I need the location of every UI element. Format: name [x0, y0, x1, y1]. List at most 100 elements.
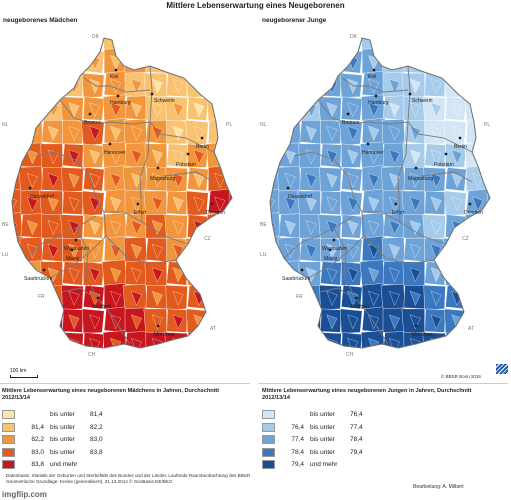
- girls-city-marker: [114, 68, 118, 72]
- girls-district: [12, 102, 17, 118]
- boys-district: [284, 149, 296, 165]
- girls-district: [131, 243, 142, 259]
- girls-districts: [12, 32, 245, 348]
- girls-district: [12, 267, 17, 283]
- boys-district: [445, 261, 467, 286]
- girls-district: [122, 48, 148, 76]
- boys-district: [451, 267, 463, 283]
- boys-district: [451, 55, 463, 70]
- boys-district: [486, 307, 490, 333]
- boys-district: [305, 338, 317, 348]
- girls-district: [193, 38, 205, 47]
- girls-district: [165, 49, 188, 75]
- boys-district: [472, 78, 484, 94]
- girls-district: [110, 290, 122, 306]
- girls-district: [131, 173, 142, 188]
- boys-district: [430, 314, 442, 330]
- girls-district: [208, 235, 232, 262]
- boys-district: [430, 55, 442, 70]
- girls-city-label: München: [154, 332, 175, 338]
- girls-legend-swatch: [2, 410, 15, 419]
- boys-district: [486, 95, 490, 121]
- boys-district: [270, 267, 275, 283]
- boys-district: [284, 338, 296, 348]
- girls-district: [68, 125, 80, 141]
- boys-district: [466, 283, 490, 310]
- girls-state-border: [105, 235, 177, 265]
- divider-left: [0, 383, 250, 384]
- boys-district: [284, 102, 296, 118]
- girls-district: [26, 290, 38, 306]
- girls-district: [89, 173, 101, 188]
- girls-district: [235, 268, 245, 282]
- girls-city-marker: [28, 186, 32, 190]
- boys-district: [297, 308, 321, 335]
- boys-district: [299, 285, 321, 310]
- girls-legend-swatch: [2, 435, 15, 444]
- girls-district: [110, 196, 122, 212]
- boys-district: [270, 188, 282, 215]
- boys-city-label: Berlin: [454, 144, 467, 150]
- boys-district: [305, 314, 317, 330]
- girls-legend-swatch: [2, 460, 15, 469]
- boys-city-marker: [414, 324, 418, 328]
- girls-district: [131, 290, 142, 306]
- boys-legend-hi: 78,4: [350, 436, 363, 443]
- girls-district: [151, 196, 163, 212]
- boys-city-marker: [366, 142, 370, 146]
- girls-city-marker: [42, 268, 46, 272]
- girls-legend-hi: 81,4: [90, 411, 103, 418]
- girls-legend-swatch: [2, 447, 15, 457]
- girls-district: [228, 38, 232, 50]
- girls-district: [235, 32, 245, 46]
- girls-district: [172, 290, 184, 306]
- boys-district: [430, 78, 442, 94]
- boys-district: [451, 173, 463, 188]
- girls-district: [12, 141, 24, 170]
- boys-district: [389, 196, 400, 212]
- girls-district: [47, 267, 59, 283]
- girls-city-marker: [156, 324, 160, 328]
- boys-district: [368, 290, 380, 306]
- girls-district: [18, 48, 43, 76]
- boys-city-label: Stuttgart: [350, 304, 370, 310]
- girls-district: [12, 70, 24, 97]
- girls-district: [47, 314, 59, 330]
- boys-district: [305, 220, 317, 235]
- girls-district: [193, 196, 205, 212]
- girls-state-border: [25, 215, 97, 259]
- boys-district: [472, 173, 484, 188]
- boys-district: [409, 125, 421, 141]
- girls-state-border: [59, 99, 151, 125]
- girls-legend-lo: 81,4: [31, 423, 44, 431]
- boys-district: [430, 290, 442, 306]
- boys-district: [409, 78, 421, 94]
- boys-legend-swatch: [262, 410, 275, 419]
- watermark: imgflip.com: [2, 490, 47, 499]
- boys-district: [270, 125, 275, 141]
- girls-neighbor-label: LU: [2, 252, 9, 258]
- boys-state-border: [407, 65, 473, 153]
- girls-city-marker: [88, 112, 92, 116]
- girls-district: [47, 149, 59, 165]
- girls-city-label: Erfurt: [134, 210, 147, 216]
- girls-neighbor-label: PL: [226, 122, 232, 128]
- boys-district: [305, 173, 317, 188]
- boys-district: [472, 55, 484, 70]
- boys-district: [305, 243, 317, 259]
- boys-city-label: Düsseldorf: [288, 194, 313, 200]
- boys-district: [389, 267, 400, 283]
- girls-neighbor-label: AT: [210, 326, 216, 332]
- boys-district: [430, 173, 442, 188]
- boys-district: [270, 196, 275, 212]
- girls-district: [47, 338, 59, 348]
- girls-city-marker: [186, 152, 190, 156]
- boys-legend-mid: bis unter: [310, 411, 335, 418]
- girls-district: [187, 49, 209, 74]
- girls-district: [172, 149, 184, 165]
- boys-district: [465, 94, 490, 122]
- boys-district: [305, 55, 317, 70]
- girls-district: [110, 125, 122, 141]
- boys-district: [409, 267, 421, 283]
- girls-district: [89, 267, 101, 283]
